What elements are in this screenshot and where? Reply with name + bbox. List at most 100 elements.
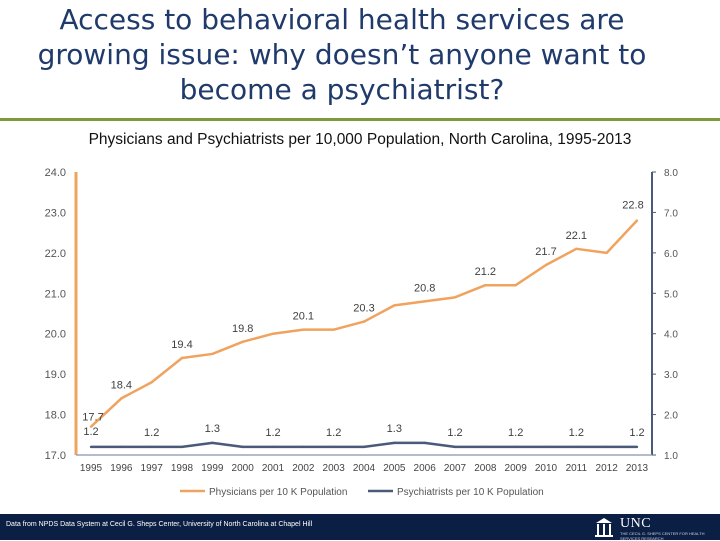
x-tick-label: 1997: [141, 463, 164, 474]
physicians-data-point: [150, 381, 153, 384]
psychiatrists-data-point: [241, 445, 244, 449]
physicians-data-label: 19.4: [171, 339, 192, 351]
psychiatrists-data-point: [362, 445, 366, 449]
physicians-data-point: [453, 296, 457, 299]
chart-title: Physicians and Psychiatrists per 10,000 …: [88, 131, 632, 148]
x-tick-label: 2004: [353, 463, 376, 474]
psychiatrists-data-point: [211, 441, 214, 445]
x-tick-label: 2000: [232, 463, 255, 474]
physicians-data-label: 18.4: [111, 379, 132, 391]
psychiatrists-data-point: [120, 445, 123, 449]
y-right-tick-label: 8.0: [664, 168, 678, 179]
y-left-tick-label: 18.0: [45, 410, 66, 422]
physicians-data-label: 21.7: [535, 246, 556, 258]
y-left-tick-label: 21.0: [45, 288, 66, 300]
physicians-data-point: [575, 247, 578, 251]
physicians-data-point: [302, 328, 305, 331]
footer-bar: Data from NPDS Data System at Cecil G. S…: [0, 514, 720, 541]
x-tick-label: 1996: [110, 463, 133, 474]
physicians-data-point: [544, 263, 548, 267]
psychiatrists-data-point: [514, 445, 517, 449]
psychiatrists-data-point: [271, 445, 275, 449]
psychiatrists-data-point: [544, 445, 548, 449]
x-tick-label: 2001: [262, 463, 285, 474]
psychiatrists-data-label: 1.3: [387, 423, 402, 435]
physicians-data-label: 21.2: [475, 266, 496, 278]
y-left-tick-label: 17.0: [45, 450, 66, 462]
x-tick-label: 2007: [444, 463, 467, 474]
physicians-data-point: [271, 332, 275, 335]
y-right-tick-label: 3.0: [664, 370, 678, 381]
y-left-tick-label: 22.0: [45, 248, 66, 260]
physicians-data-point: [635, 219, 639, 222]
psychiatrists-data-point: [453, 445, 457, 449]
physicians-data-point: [120, 397, 123, 400]
x-tick-label: 2011: [566, 463, 588, 474]
psychiatrists-data-label: 1.2: [265, 427, 280, 439]
psychiatrists-data-point: [302, 445, 305, 449]
y-right-tick-label: 4.0: [664, 330, 678, 341]
psychiatrists-data-point: [575, 445, 578, 449]
x-tick-label: 2012: [596, 463, 619, 474]
psychiatrists-data-point: [89, 445, 93, 449]
y-left-tick-label: 24.0: [45, 167, 66, 179]
x-tick-label: 2010: [535, 463, 558, 474]
psychiatrists-data-label: 1.2: [569, 427, 584, 439]
slide-title-line-2: growing issue: why doesn’t anyone want t…: [37, 38, 647, 71]
physicians-data-label: 22.8: [622, 200, 643, 212]
physicians-data-point: [423, 300, 426, 303]
psychiatrists-data-point: [635, 445, 639, 449]
psychiatrists-data-label: 1.2: [144, 427, 159, 439]
y-right-tick-label: 1.0: [664, 451, 678, 462]
physicians-data-label: 20.8: [414, 282, 435, 294]
y-right-tick-label: 2.0: [664, 411, 678, 422]
physicians-data-point: [484, 284, 487, 287]
psychiatrists-data-point: [484, 445, 487, 449]
y-right-tick-label: 5.0: [664, 289, 678, 300]
x-tick-label: 2009: [505, 463, 528, 474]
physicians-data-point: [605, 251, 608, 255]
x-tick-label: 1999: [201, 463, 224, 474]
legend-psychiatrists-label: Psychiatrists per 10 K Population: [397, 487, 544, 498]
x-tick-label: 2006: [414, 463, 437, 474]
y-left-tick-label: 20.0: [45, 329, 66, 341]
x-tick-label: 2013: [626, 463, 649, 474]
psychiatrists-data-label: 1.2: [629, 427, 644, 439]
logo-subtext: THE CECIL G. SHEPS CENTER FOR HEALTH SER…: [620, 531, 705, 541]
psychiatrists-data-label: 1.2: [447, 427, 462, 439]
physicians-data-point: [241, 340, 244, 343]
physicians-data-point: [89, 425, 93, 428]
source-note: Data from NPDS Data System at Cecil G. S…: [6, 521, 313, 528]
psychiatrists-data-point: [423, 441, 426, 445]
y-right-tick-label: 6.0: [664, 249, 678, 260]
psychiatrists-data-label: 1.2: [83, 426, 98, 438]
physicians-data-point: [393, 304, 396, 307]
slide-title-line-3: become a psychiatrist?: [179, 73, 505, 106]
psychiatrists-data-point: [393, 441, 396, 445]
physicians-data-point: [211, 352, 214, 356]
y-left-tick-label: 19.0: [45, 369, 66, 381]
logo-text: UNC: [620, 516, 652, 531]
psychiatrists-data-point: [332, 445, 335, 449]
x-tick-label: 2005: [383, 463, 406, 474]
psychiatrists-data-label: 1.3: [205, 423, 220, 435]
physicians-data-label: 17.7: [82, 412, 103, 424]
psychiatrists-data-point: [605, 445, 608, 449]
title-divider: [0, 118, 720, 121]
physicians-data-label: 19.8: [232, 323, 253, 335]
x-tick-label: 2002: [292, 463, 315, 474]
x-tick-label: 2003: [323, 463, 346, 474]
slide-title-line-1: Access to behavioral health services are: [59, 3, 625, 36]
x-tick-label: 1998: [171, 463, 194, 474]
y-left-tick-label: 23.0: [45, 207, 66, 219]
line-chart: 17.0 18.0 19.0 20.0 21.0 22.0 23.0 24.0 1.0 2.0 3.…: [45, 167, 679, 498]
x-tick-label: 1995: [80, 463, 103, 474]
legend-physicians-label: Physicians per 10 K Population: [209, 487, 347, 498]
psychiatrists-data-point: [150, 445, 153, 449]
physicians-data-label: 20.1: [293, 311, 314, 323]
physicians-data-point: [180, 356, 184, 360]
x-tick-label: 2008: [474, 463, 497, 474]
unc-logo: UNC THE CECIL G. SHEPS CENTER FOR HEALTH…: [594, 516, 718, 541]
old-well-icon: [595, 518, 613, 537]
psychiatrists-data-point: [180, 445, 184, 449]
